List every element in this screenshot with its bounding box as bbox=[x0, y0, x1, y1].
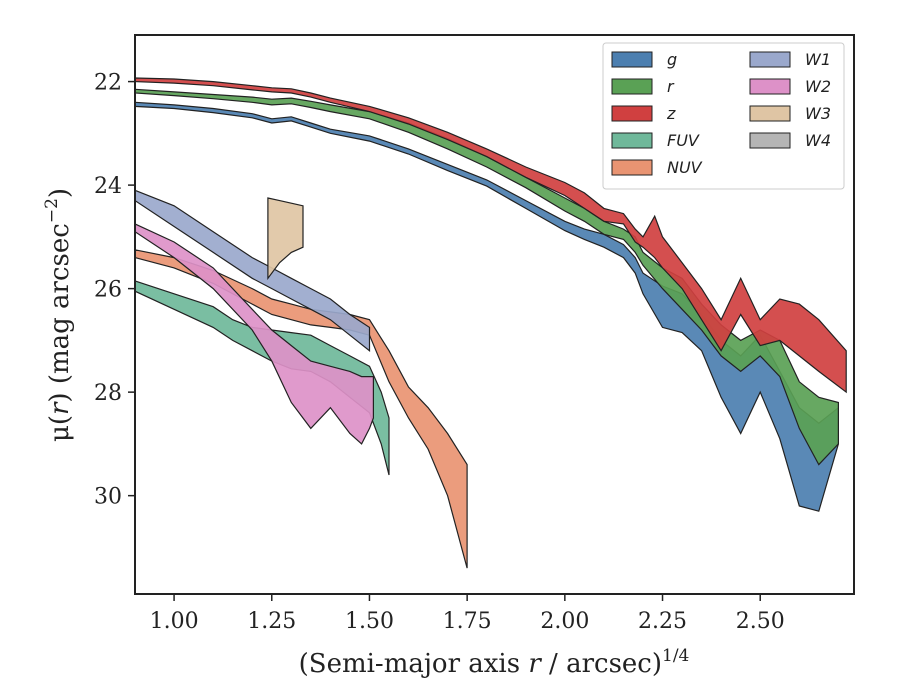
y-tick-label: 26 bbox=[94, 278, 122, 303]
legend-swatch-nuv bbox=[611, 159, 653, 176]
legend-label-z: z bbox=[666, 104, 676, 123]
y-tick-label: 22 bbox=[94, 71, 122, 96]
legend-swatch-w3 bbox=[749, 105, 791, 122]
y-tick-label: 24 bbox=[94, 174, 122, 199]
legend-label-w4: W4 bbox=[805, 131, 831, 150]
series-band-nuv bbox=[134, 249, 468, 569]
legend-label-fuv: FUV bbox=[667, 131, 700, 150]
x-tick-label: 1.25 bbox=[247, 609, 296, 634]
series-band-w3 bbox=[267, 197, 304, 281]
legend-label-g: g bbox=[667, 50, 677, 69]
x-tick-label: 2.00 bbox=[540, 609, 589, 634]
legend-swatch-w1 bbox=[749, 51, 791, 68]
x-tick-label: 1.75 bbox=[443, 609, 492, 634]
legend-label-w1: W1 bbox=[805, 50, 831, 69]
legend: grz FUV NUV W1 W2 W3 W4 bbox=[602, 42, 845, 190]
legend-swatch-r bbox=[611, 78, 653, 95]
legend-swatch-g bbox=[611, 51, 653, 68]
x-tick-label: 1.00 bbox=[150, 609, 199, 634]
series-band-z bbox=[134, 77, 847, 394]
x-tick-label: 1.50 bbox=[345, 609, 394, 634]
legend-swatch-z bbox=[611, 105, 653, 122]
y-axis-title: μ(r) (mag arcsec−2) bbox=[42, 188, 75, 442]
y-tick-label: 30 bbox=[94, 485, 122, 510]
legend-swatch-fuv bbox=[611, 132, 653, 149]
x-tick-label: 2.25 bbox=[638, 609, 687, 634]
legend-label-w2: W2 bbox=[805, 77, 831, 96]
series-layer bbox=[134, 77, 847, 569]
y-tick-label: 28 bbox=[94, 381, 122, 406]
legend-swatch-w2 bbox=[749, 78, 791, 95]
legend-label-nuv: NUV bbox=[667, 158, 703, 177]
x-axis: 1.00 1.25 1.50 1.75 2.00 2.25 2.50 bbox=[150, 594, 785, 634]
series-band-w1 bbox=[134, 189, 371, 352]
legend-label-w3: W3 bbox=[805, 104, 831, 123]
x-tick-label: 2.50 bbox=[736, 609, 785, 634]
y-axis: 22 24 26 28 30 bbox=[94, 71, 135, 510]
series-band-w2 bbox=[134, 222, 374, 445]
x-axis-title: (Semi-major axis r / arcsec)1/4 bbox=[299, 646, 690, 679]
plot-frame bbox=[134, 34, 855, 595]
legend-swatch-w4 bbox=[749, 132, 791, 149]
legend-label-r: r bbox=[667, 77, 675, 96]
